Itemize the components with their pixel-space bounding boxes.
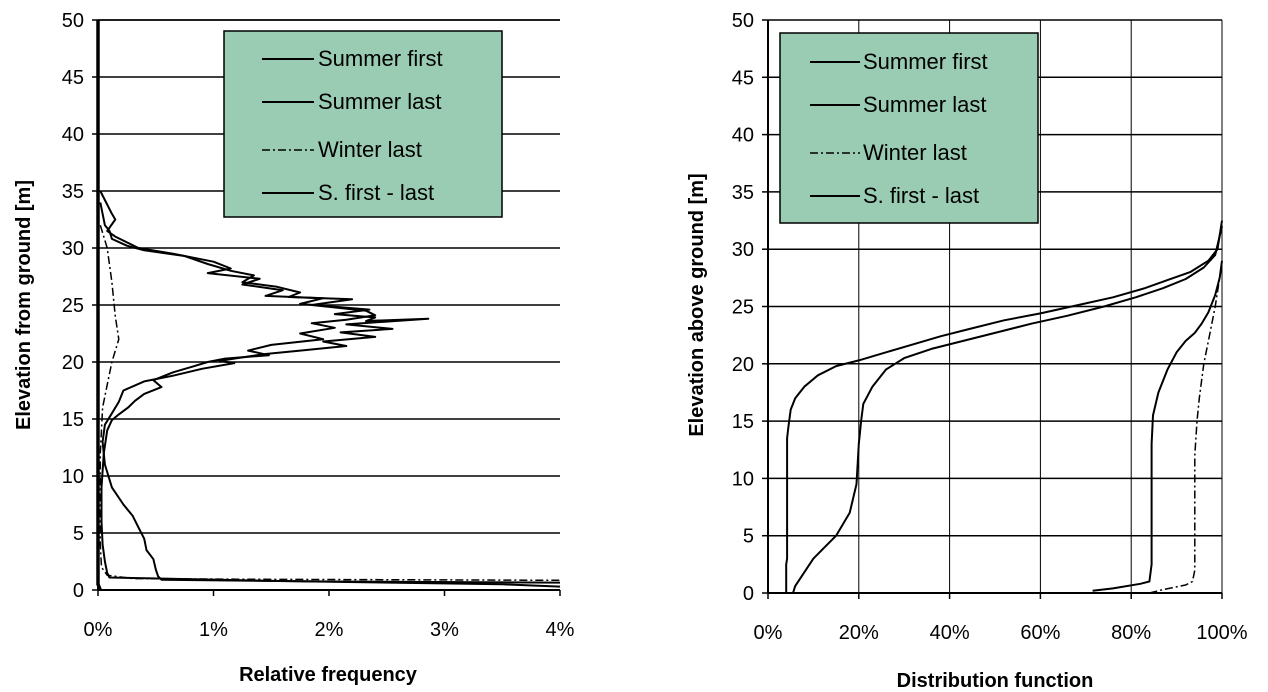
left-legend-label-winter-last: Winter last [318,137,422,162]
right-y-tick-label: 45 [732,67,754,89]
left-y-tick-label: 45 [62,67,84,89]
left-chart-axes [92,19,561,596]
left-x-tick-label: 1% [199,619,228,641]
right-y-tick-label: 35 [732,182,754,204]
right-x-tick-label: 80% [1111,622,1151,644]
right-chart-legend-box [779,32,1039,224]
left-y-tick-label: 25 [62,295,84,317]
right-x-tick-label: 20% [839,622,879,644]
left-chart-legend: Summer first Summer last Winter last S. … [223,30,503,218]
right-chart-x-axis-label: Distribution function [897,670,1094,692]
left-y-tick-label: 40 [62,124,84,146]
right-series-winter-last [1149,260,1223,594]
left-chart-legend-box [223,30,503,218]
left-chart-series [96,20,561,591]
right-chart-legend: Summer first Summer last Winter last S. … [779,32,1039,224]
left-y-tick-label: 0 [73,580,84,602]
left-y-tick-label: 5 [73,523,84,545]
left-y-tick-label: 30 [62,238,84,260]
left-legend-label-summer-first: Summer first [318,46,443,71]
right-chart-y-axis-label: Elevation above ground [m] [686,173,708,436]
left-chart-x-axis-label: Relative frequency [239,664,418,686]
right-y-tick-label: 30 [732,239,754,261]
right-series-summer-first [785,220,1223,593]
left-x-tick-label: 3% [430,619,459,641]
left-chart: 0 5 10 15 20 25 30 35 40 45 50 0% 1% 2% 3% 4% Relative… [13,10,575,686]
right-legend-label-s-first-last: S. first - last [863,183,979,208]
left-legend-label-summer-last: Summer last [318,89,441,114]
right-x-tick-label: 0% [754,622,783,644]
right-y-tick-label: 15 [732,411,754,433]
right-x-tick-label: 60% [1020,622,1060,644]
left-y-tick-label: 20 [62,352,84,374]
right-chart-series [785,220,1223,594]
right-y-tick-label: 50 [732,10,754,32]
left-chart-y-axis-label: Elevation from ground [m] [13,180,35,430]
right-y-tick-label: 20 [732,354,754,376]
left-chart-x-ticks: 0% 1% 2% 3% 4% [84,619,575,641]
right-y-tick-label: 0 [743,583,754,605]
left-x-tick-label: 2% [315,619,344,641]
right-y-tick-label: 5 [743,526,754,548]
left-x-tick-label: 4% [546,619,575,641]
left-y-tick-label: 50 [62,10,84,32]
left-y-tick-label: 15 [62,409,84,431]
left-series-summer-first [99,190,561,584]
right-y-tick-label: 10 [732,468,754,490]
right-chart-y-ticks: 0 5 10 15 20 25 30 35 40 45 50 [732,10,754,605]
left-chart-y-ticks: 0 5 10 15 20 25 30 35 40 45 50 [62,10,84,602]
right-chart-x-ticks: 0% 20% 40% 60% 80% 100% [754,622,1248,644]
right-series-s-first-last [1092,260,1223,592]
right-chart-axes [762,19,1223,599]
left-series-summer-last [99,202,561,588]
right-legend-label-summer-last: Summer last [863,92,986,117]
left-y-tick-label: 10 [62,466,84,488]
right-series-summer-last [792,226,1223,594]
right-legend-label-winter-last: Winter last [863,140,967,165]
left-x-tick-label: 0% [84,619,113,641]
right-x-tick-label: 100% [1196,622,1247,644]
right-y-tick-label: 40 [732,125,754,147]
left-y-tick-label: 35 [62,181,84,203]
right-legend-label-summer-first: Summer first [863,49,988,74]
left-legend-label-s-first-last: S. first - last [318,180,434,205]
left-series-winter-last [99,224,561,582]
right-y-tick-label: 25 [732,297,754,319]
right-x-tick-label: 40% [930,622,970,644]
